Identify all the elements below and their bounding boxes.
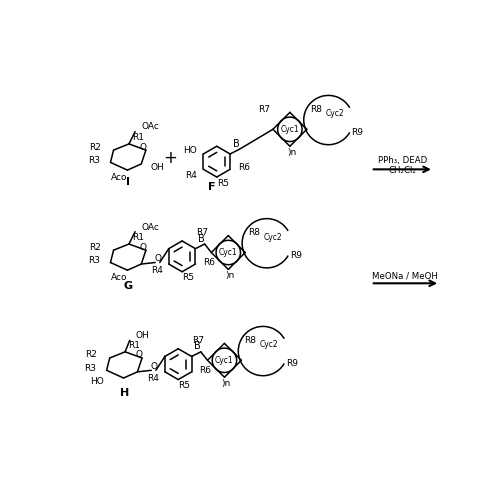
Text: H: H [120,388,129,398]
Text: HO: HO [90,376,103,386]
Text: R4: R4 [147,374,159,382]
Text: R8: R8 [248,228,260,237]
Text: O: O [135,350,143,360]
Text: R4: R4 [151,266,162,274]
Text: Cyc2: Cyc2 [260,340,278,349]
Text: R7: R7 [196,228,208,237]
Text: R1: R1 [132,134,144,142]
Text: R9: R9 [351,128,364,137]
Text: OH: OH [151,162,164,172]
Text: R5: R5 [217,178,229,188]
Text: Aco: Aco [111,274,127,282]
Text: R2: R2 [90,142,101,152]
Text: +: + [164,149,178,167]
Text: R5: R5 [182,274,194,282]
Text: R1: R1 [132,234,144,242]
Text: R1: R1 [128,341,140,350]
Text: MeONa / MeOH: MeONa / MeOH [372,271,438,280]
Text: Cyc1: Cyc1 [280,125,299,134]
Text: R8: R8 [310,105,322,114]
Text: OAc: OAc [141,222,159,232]
Text: Aco: Aco [111,174,127,182]
Text: R8: R8 [245,336,256,345]
Text: O: O [139,242,146,252]
Text: R2: R2 [90,242,101,252]
Text: R5: R5 [179,381,190,390]
Text: I: I [126,178,130,188]
Text: R6: R6 [238,164,250,172]
Text: R9: R9 [286,359,298,368]
Text: R3: R3 [88,156,100,166]
Text: G: G [123,280,133,290]
Text: R2: R2 [86,350,97,360]
Text: R6: R6 [203,258,215,267]
Text: )n: )n [221,379,231,388]
Text: Cyc1: Cyc1 [215,356,234,365]
Text: Cyc1: Cyc1 [219,248,238,257]
Text: R3: R3 [84,364,96,374]
Text: OH: OH [136,331,150,340]
Text: OAc: OAc [141,122,159,132]
Text: O: O [154,254,162,263]
Text: R9: R9 [290,251,302,260]
Text: CH₂Cl₂: CH₂Cl₂ [388,166,416,175]
Text: B: B [198,234,205,243]
Text: F: F [208,182,216,192]
Text: PPh₃, DEAD: PPh₃, DEAD [378,156,427,164]
Text: Cyc2: Cyc2 [325,110,344,118]
Text: R4: R4 [185,171,197,180]
Text: R7: R7 [258,105,270,114]
Text: )n: )n [225,271,235,280]
Text: R7: R7 [192,336,204,345]
Text: O: O [139,142,146,152]
Text: O: O [151,362,158,371]
Text: HO: HO [184,146,197,154]
Text: B: B [233,139,240,149]
Text: Cyc2: Cyc2 [264,232,282,241]
Text: )n: )n [287,148,296,157]
Text: B: B [194,342,201,351]
Text: R6: R6 [199,366,211,375]
Text: R3: R3 [88,256,100,266]
